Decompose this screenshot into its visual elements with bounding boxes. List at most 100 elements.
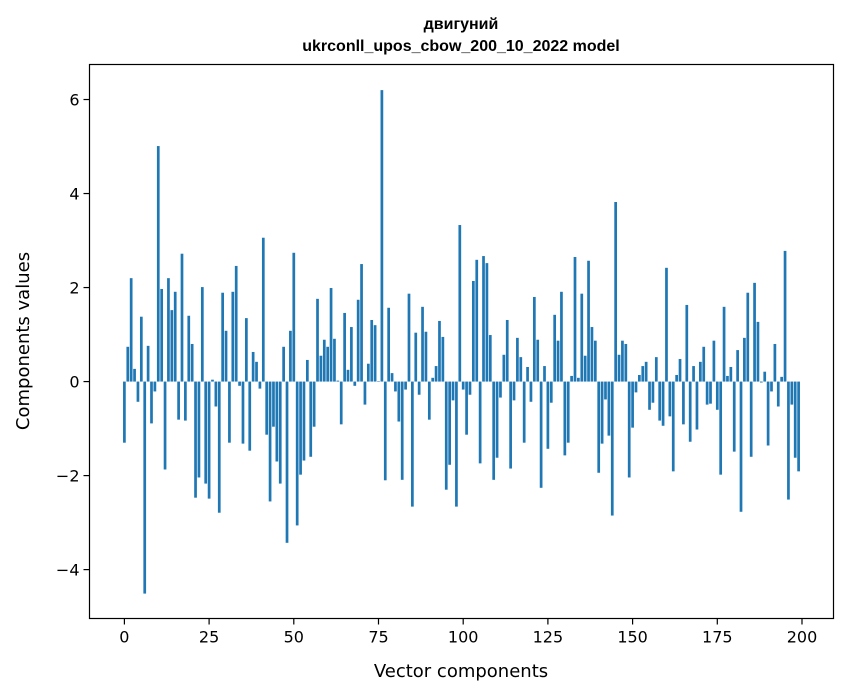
bar-80 xyxy=(394,381,397,392)
bar-99 xyxy=(458,225,462,382)
bar-100 xyxy=(461,381,465,390)
bar-182 xyxy=(739,381,743,512)
bar-10 xyxy=(156,146,160,382)
bar-115 xyxy=(512,381,516,401)
x-tick-label: 125 xyxy=(533,628,564,647)
x-tick-label: 100 xyxy=(448,628,479,647)
bar-160 xyxy=(665,267,668,382)
bar-105 xyxy=(478,381,482,464)
bar-133 xyxy=(573,257,577,382)
bar-69 xyxy=(356,299,360,382)
bar-57 xyxy=(316,298,319,382)
bar-166 xyxy=(685,304,689,382)
bar-186 xyxy=(753,282,756,382)
bar-20 xyxy=(190,343,194,382)
bar-164 xyxy=(678,359,682,382)
bar-137 xyxy=(587,260,590,382)
bar-110 xyxy=(495,381,499,458)
bar-109 xyxy=(492,381,496,480)
bar-106 xyxy=(482,256,485,382)
bar-6 xyxy=(143,381,147,594)
bar-47 xyxy=(282,346,285,382)
bar-25 xyxy=(207,381,211,499)
bar-134 xyxy=(577,377,580,382)
bar-37 xyxy=(248,381,252,451)
bar-94 xyxy=(441,336,445,382)
bar-45 xyxy=(275,381,279,462)
bar-122 xyxy=(536,339,540,382)
x-tick-label: 0 xyxy=(119,628,129,647)
bar-114 xyxy=(509,381,512,469)
bar-146 xyxy=(617,354,621,382)
bar-21 xyxy=(194,381,197,498)
bar-142 xyxy=(604,381,607,400)
y-axis-ticks: −4 −2 0 2 4 6 xyxy=(56,91,90,580)
x-tick-label: 25 xyxy=(199,628,219,647)
bar-163 xyxy=(675,374,678,382)
bar-43 xyxy=(268,381,272,502)
bar-139 xyxy=(593,340,597,382)
bar-33 xyxy=(234,265,238,382)
bar-55 xyxy=(309,381,313,457)
bar-81 xyxy=(397,381,401,422)
bar-41 xyxy=(261,237,265,382)
bar-64 xyxy=(339,381,343,425)
bar-154 xyxy=(644,361,648,382)
bar-65 xyxy=(343,312,346,382)
bar-193 xyxy=(776,381,780,407)
bar-145 xyxy=(614,202,618,382)
x-tick-label: 175 xyxy=(702,628,733,647)
bar-28 xyxy=(217,381,221,513)
bar-46 xyxy=(278,381,282,484)
bar-76 xyxy=(380,90,384,382)
bar-82 xyxy=(400,381,404,480)
bar-179 xyxy=(729,367,733,382)
bar-14 xyxy=(170,310,174,382)
bar-44 xyxy=(272,381,275,427)
bar-79 xyxy=(390,373,394,382)
bar-52 xyxy=(299,381,302,475)
bar-167 xyxy=(688,381,692,442)
bar-120 xyxy=(529,381,533,402)
bar-140 xyxy=(597,381,601,473)
bar-8 xyxy=(150,381,153,424)
bar-63 xyxy=(336,380,340,382)
bar-103 xyxy=(472,280,475,382)
y-tick-label: 2 xyxy=(69,279,79,298)
chart-title-line-1: двигуний xyxy=(424,16,499,33)
bar-51 xyxy=(295,381,299,526)
bar-49 xyxy=(289,330,292,382)
bar-2 xyxy=(129,278,133,382)
bar-116 xyxy=(516,337,519,382)
bar-169 xyxy=(695,381,699,430)
bar-176 xyxy=(719,381,723,475)
bar-126 xyxy=(549,381,553,403)
bar-26 xyxy=(211,379,214,382)
bar-159 xyxy=(661,381,665,426)
bar-23 xyxy=(200,287,204,382)
bar-135 xyxy=(580,293,584,382)
bar-36 xyxy=(245,318,248,382)
bar-131 xyxy=(566,381,570,443)
x-tick-label: 200 xyxy=(787,628,818,647)
bar-90 xyxy=(427,381,431,420)
bar-153 xyxy=(641,366,645,382)
bar-184 xyxy=(746,292,750,382)
bar-192 xyxy=(773,343,777,382)
bar-53 xyxy=(302,381,306,461)
bar-108 xyxy=(488,335,492,382)
bar-127 xyxy=(553,314,557,382)
y-tick-label: 6 xyxy=(69,91,79,110)
bar-138 xyxy=(590,327,594,382)
bar-60 xyxy=(326,346,330,382)
bar-112 xyxy=(502,354,506,382)
bar-101 xyxy=(465,381,468,435)
bar-195 xyxy=(783,250,787,382)
bar-85 xyxy=(411,381,414,507)
bar-56 xyxy=(312,381,316,427)
bar-9 xyxy=(153,381,157,392)
bar-91 xyxy=(431,377,435,382)
bar-121 xyxy=(532,296,536,382)
bar-18 xyxy=(184,381,187,421)
bar-130 xyxy=(563,381,567,456)
